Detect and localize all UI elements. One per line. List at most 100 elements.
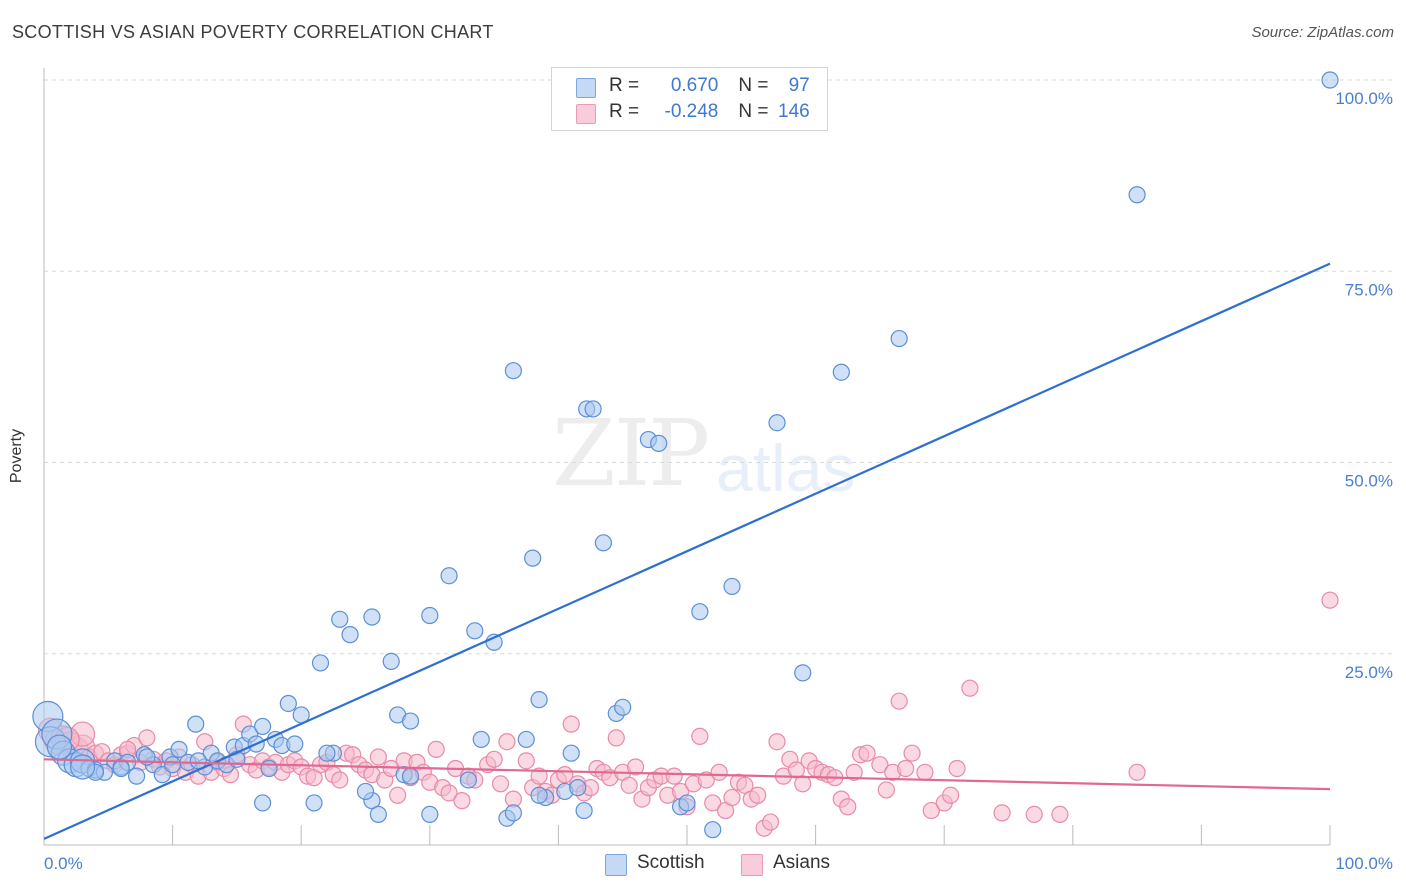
asians-point-114 [787,761,805,779]
asians-point-136 [948,759,966,778]
asians-point-106 [736,776,754,794]
asians-point-140 [1051,805,1069,824]
scottish-point-47 [369,805,387,824]
scottish-point-56 [517,730,535,749]
asians-n-label: N = [738,101,774,122]
bottom-scottish-label: Scottish [637,852,705,873]
scottish-point-69 [650,434,668,452]
legend-scottish-text: R = 0.670 N = 97 [609,75,810,97]
correlation-legend: R = 0.670 N = 97 R = -0.248 N = 146 [551,67,828,131]
asians-r-value: -0.248 [664,101,719,122]
asians-point-95 [665,767,683,785]
asians-point-130 [897,759,915,778]
asians-point-88 [620,776,638,794]
asians-point-62 [440,784,458,802]
asians-point-79 [562,715,580,733]
asians-point-129 [890,692,908,710]
asians-point-111 [768,733,786,751]
asians-trend-line [43,758,1331,791]
scottish-point-64 [584,400,602,418]
scottish-point-76 [794,664,812,682]
watermark-zip: ZIP [552,400,710,507]
scottish-point-83 [421,805,439,824]
asians-point-132 [916,763,934,781]
scottish-point-75 [768,414,786,432]
scottish-point-57 [524,549,542,567]
scottish-n-value: 97 [788,75,810,96]
asians-point-104 [723,788,741,807]
scottish-point-89 [530,786,548,804]
bottom-asians-swatch [741,854,763,876]
scottish-point-74 [723,577,741,596]
asians-swatch [576,104,596,124]
asians-point-139 [1025,805,1043,824]
scottish-point-92 [318,744,336,762]
asians-point-54 [389,786,407,804]
legend-asians-text: R = -0.248 N = 146 [609,101,810,123]
asians-point-108 [749,786,767,804]
asians-point-135 [942,786,960,804]
asians-point-72 [517,752,535,770]
asians-point-102 [710,763,728,781]
scottish-point-41 [363,608,381,626]
scottish-point-80 [1321,71,1339,89]
scottish-point-71 [678,794,696,812]
scottish-point-50 [466,622,484,640]
scottish-point-67 [614,698,632,716]
scottish-point-54 [504,804,522,822]
asians-point-68 [485,750,503,768]
bottom-asians-label: Asians [773,852,831,873]
scottish-point-96 [46,734,73,760]
asians-point-115 [794,775,812,793]
scottish-point-91 [401,767,420,785]
asians-point-126 [871,756,889,774]
scottish-point-62 [575,801,593,820]
y-tick-label-0: 25.0% [1345,663,1393,682]
scottish-point-37 [279,694,297,713]
scottish-point-88 [356,782,375,801]
scottish-point-51 [472,730,490,749]
scottish-point-18 [170,740,188,758]
scottish-point-38 [311,654,330,672]
scottish-point-16 [153,766,171,784]
scottish-point-55 [504,362,522,380]
asians-point-64 [453,792,471,810]
asians-point-51 [369,748,387,766]
asians-point-137 [961,679,979,697]
scottish-point-90 [569,779,587,797]
scottish-point-94 [164,756,182,774]
y-tick-label-3: 100.0% [1335,89,1393,108]
asians-point-110 [761,813,780,831]
scottish-point-78 [890,329,908,348]
asians-n-value: 146 [778,101,810,122]
scottish-point-77 [832,363,850,381]
asians-point-86 [607,729,625,747]
asians-point-45 [331,771,349,789]
asians-point-99 [691,727,709,745]
scottish-point-20 [187,715,205,733]
asians-point-127 [877,781,895,799]
scottish-point-33 [286,735,304,753]
asians-point-141 [1128,763,1146,781]
scottish-point-65 [594,534,613,552]
asians-point-133 [922,801,940,820]
scottish-point-44 [401,712,420,730]
scottish-point-86 [112,759,130,778]
scottish-point-48 [421,606,439,625]
scottish-point-29 [254,717,272,736]
asians-r-label: R = [609,101,645,122]
asians-point-101 [704,794,722,812]
y-tick-label-1: 50.0% [1345,472,1393,491]
chart-title: SCOTTISH VS ASIAN POVERTY CORRELATION CH… [12,22,494,42]
scottish-r-label: R = [609,75,645,96]
scottish-point-61 [562,744,580,762]
scottish-point-95 [69,754,96,780]
scottish-r-value: 0.670 [670,75,719,96]
scottish-point-39 [331,610,349,628]
scottish-point-73 [704,821,722,839]
asians-point-125 [858,744,876,762]
scottish-point-49 [440,567,458,585]
asians-point-60 [427,740,445,758]
scottish-point-81 [305,794,323,812]
